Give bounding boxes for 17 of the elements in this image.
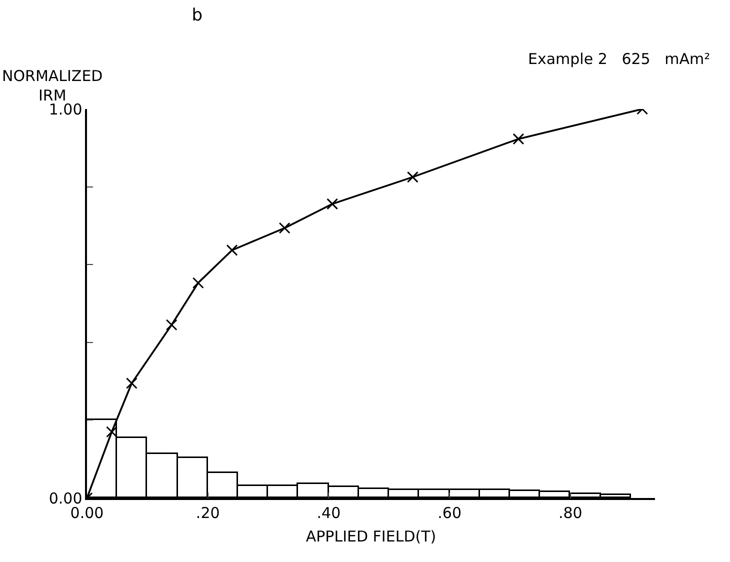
point [192, 277, 204, 289]
point [106, 426, 118, 438]
point [512, 133, 524, 145]
point [278, 222, 290, 234]
x-tick-label: .80 [558, 504, 582, 522]
chart-subtitle: Example 2 625 mAm² [528, 50, 710, 68]
x-axis-title: APPLIED FIELD(T) [306, 527, 436, 546]
x-tick-label: 0.00 [70, 504, 104, 522]
point [166, 319, 178, 331]
x-tick-label: .40 [316, 504, 341, 522]
point [326, 198, 338, 210]
chart-title: b [192, 5, 202, 26]
point [226, 244, 238, 256]
point [406, 171, 418, 183]
x-tick-label: .20 [196, 504, 220, 522]
x-tick-label: .60 [438, 504, 462, 522]
point [126, 378, 138, 389]
